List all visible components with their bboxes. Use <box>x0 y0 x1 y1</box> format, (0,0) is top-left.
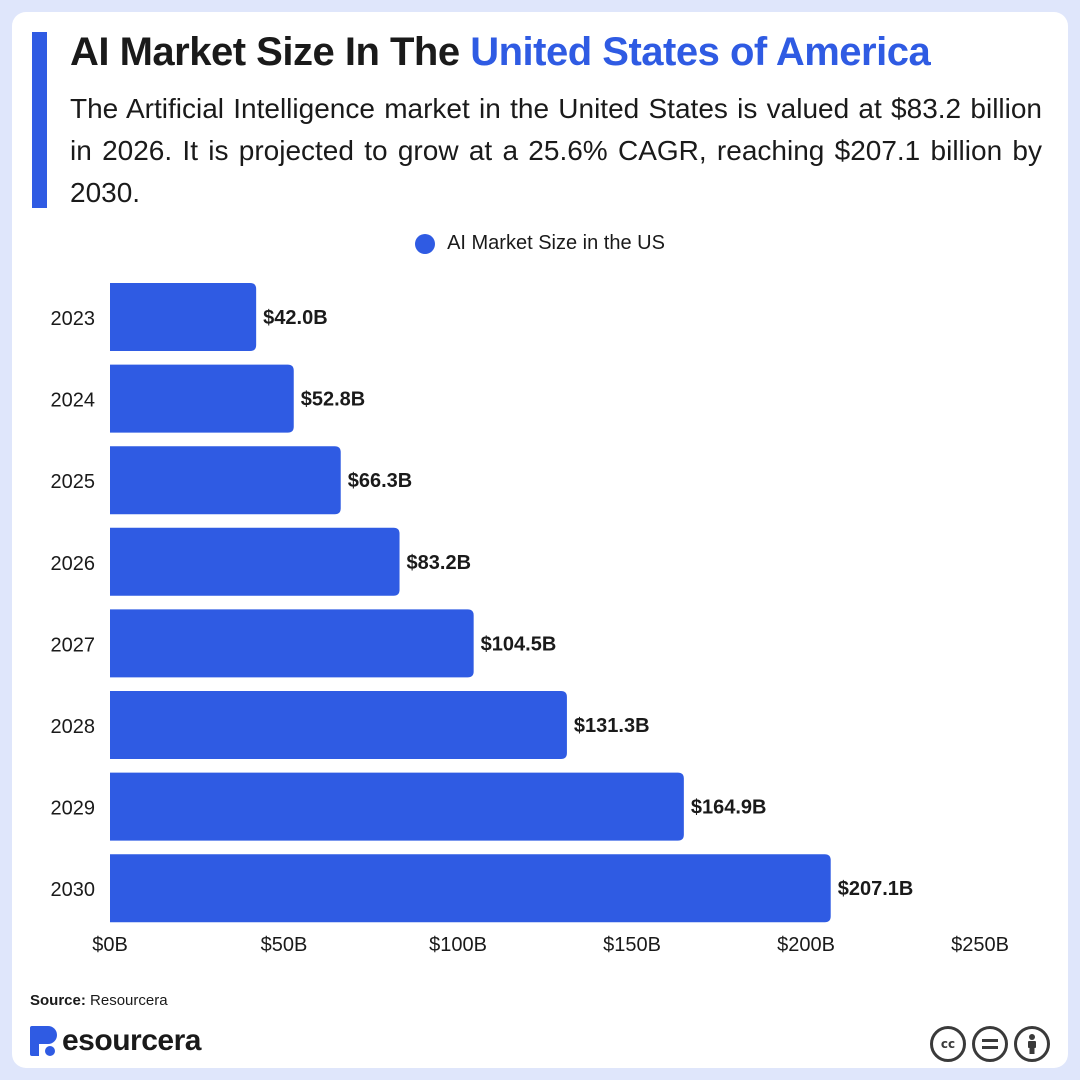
x-tick-label: $50B <box>261 934 308 956</box>
bar-chart: 2023 $42.0B 2024 $52.8B 2025 $66.3B 2026 $83.2B… <box>51 283 1009 956</box>
y-tick-label: 2028 <box>51 716 96 738</box>
bar <box>110 364 294 433</box>
license-icons: cc <box>930 1026 1050 1062</box>
y-tick-label: 2025 <box>51 471 96 493</box>
data-label: $66.3B <box>348 470 413 492</box>
source-note: Source: Resourcera <box>30 992 168 1009</box>
y-tick-label: 2030 <box>51 879 96 901</box>
legend-swatch <box>415 233 436 254</box>
person-icon <box>1014 1026 1050 1062</box>
data-label: $164.9B <box>691 797 767 819</box>
title-highlight: United States of America <box>470 30 931 74</box>
bar <box>110 609 474 678</box>
x-tick-label: $0B <box>92 934 128 956</box>
y-tick-label: 2026 <box>51 553 96 575</box>
brand-mark-icon <box>30 1026 60 1056</box>
brand-name: esourcera <box>62 1024 201 1057</box>
x-tick-label: $200B <box>777 934 835 956</box>
source-value: Resourcera <box>85 992 168 1009</box>
data-label: $131.3B <box>574 715 650 737</box>
title-prefix: AI Market Size In The <box>70 30 471 74</box>
data-label: $52.8B <box>301 389 366 411</box>
data-label: $83.2B <box>407 552 472 574</box>
x-tick-label: $100B <box>429 934 487 956</box>
bar <box>110 854 831 923</box>
bar <box>110 446 341 515</box>
page-title: AI Market Size In The United States of A… <box>70 30 931 75</box>
x-tick-label: $150B <box>603 934 661 956</box>
equals-icon <box>972 1026 1008 1062</box>
y-tick-label: 2023 <box>51 308 96 330</box>
chart-legend: AI Market Size in the US <box>0 232 1080 255</box>
bar <box>110 691 567 759</box>
page-subtitle: The Artificial Intelligence market in th… <box>70 93 1042 208</box>
legend-label: AI Market Size in the US <box>447 232 665 254</box>
data-label: $42.0B <box>263 307 328 329</box>
bar <box>110 283 257 351</box>
data-label: $104.5B <box>481 633 557 655</box>
y-tick-label: 2029 <box>51 798 96 820</box>
accent-bar <box>32 32 47 208</box>
cc-icon: cc <box>930 1026 966 1062</box>
bar <box>110 527 400 596</box>
data-label: $207.1B <box>838 878 914 900</box>
brand-logo: esourcera <box>30 1024 201 1058</box>
y-tick-label: 2024 <box>51 390 96 412</box>
y-tick-label: 2027 <box>51 634 96 656</box>
source-label: Source: <box>30 992 86 1009</box>
bar <box>110 772 684 841</box>
x-tick-label: $250B <box>951 934 1009 956</box>
